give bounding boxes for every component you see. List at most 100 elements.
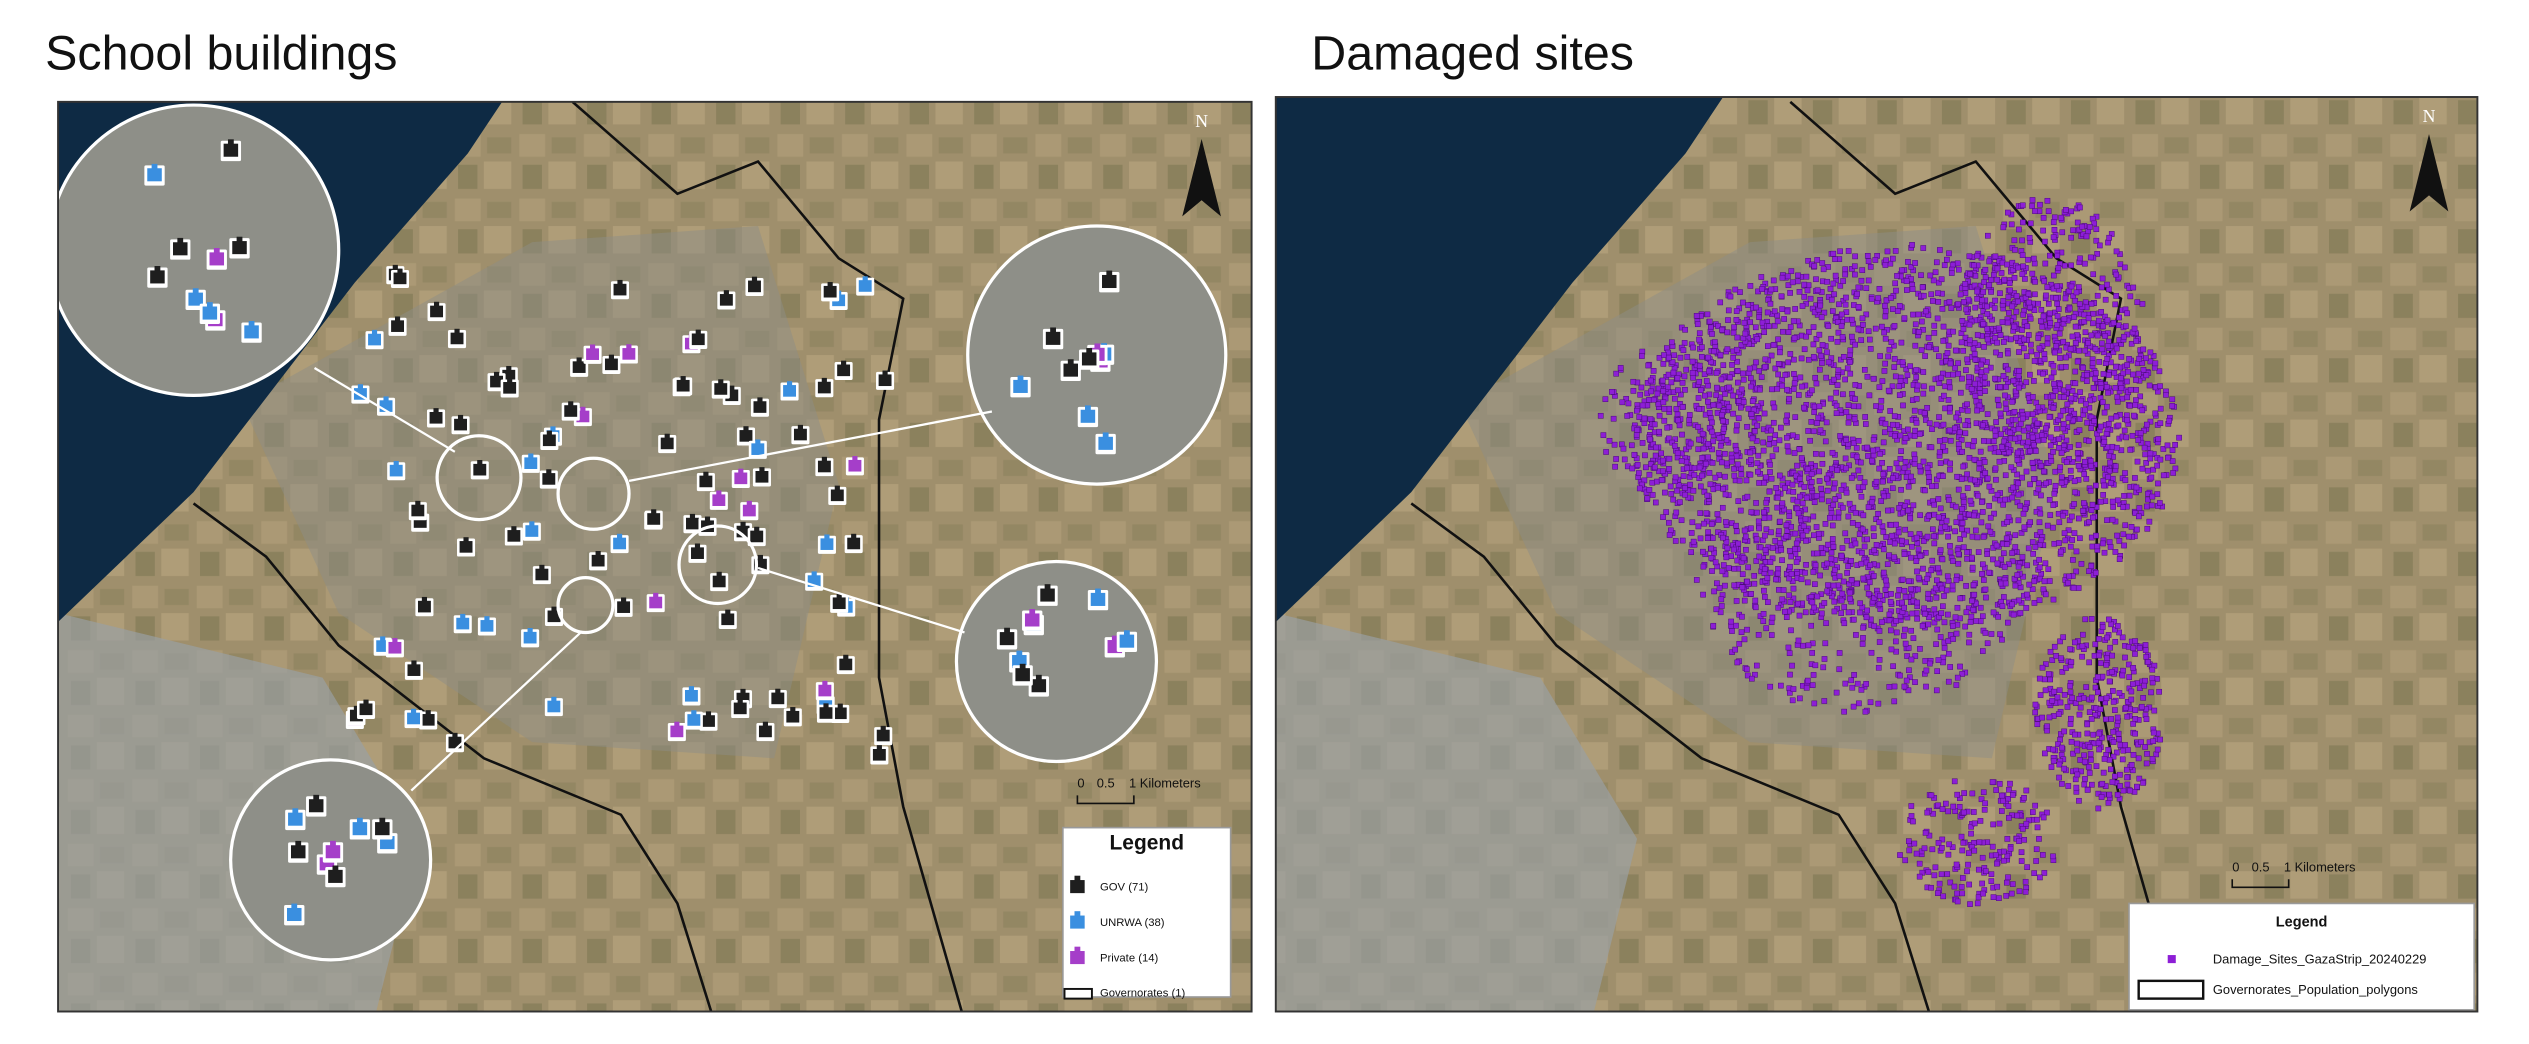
damage-site <box>1731 582 1738 589</box>
school-icon-roof <box>755 439 761 445</box>
damage-site <box>1986 483 1993 490</box>
damage-site <box>1971 809 1977 815</box>
damage-site <box>1813 493 1820 499</box>
damage-site <box>1794 462 1800 469</box>
school-icon <box>1031 679 1047 693</box>
school-icon-roof <box>248 321 255 327</box>
damage-site <box>2108 716 2115 722</box>
damage-site <box>1884 561 1891 567</box>
damage-site <box>1639 353 1645 359</box>
damage-site <box>2021 524 2028 531</box>
damage-site <box>2037 529 2044 535</box>
damage-site <box>1707 481 1714 488</box>
damage-site <box>1834 338 1841 345</box>
damage-site <box>1886 552 1893 559</box>
school-icon <box>290 845 306 859</box>
damage-site <box>1948 270 1955 276</box>
damage-site <box>1831 608 1838 615</box>
damage-site <box>1653 444 1659 451</box>
damage-site <box>2081 500 2087 506</box>
damage-site <box>1985 232 1991 239</box>
school-icon <box>1063 363 1079 377</box>
damage-site <box>1945 397 1952 403</box>
damage-site <box>1975 549 1982 555</box>
damage-site <box>1739 571 1746 577</box>
damage-site <box>2015 491 2022 498</box>
damage-site <box>1860 575 1867 582</box>
damage-site <box>1652 452 1659 459</box>
school-icon-roof <box>213 248 220 254</box>
damage-site <box>1935 802 1941 809</box>
damage-site <box>1801 293 1808 300</box>
school-icon <box>748 280 761 293</box>
damage-site <box>1819 360 1825 366</box>
damage-site <box>2009 558 2016 565</box>
damage-site <box>2029 197 2036 203</box>
damage-site <box>2099 624 2106 630</box>
damage-site <box>2061 316 2068 323</box>
damage-site <box>1737 289 1743 295</box>
damage-site <box>1962 290 1969 296</box>
damage-site <box>1682 491 1688 498</box>
damage-site <box>1783 417 1790 424</box>
damage-site <box>2010 377 2017 384</box>
damage-site <box>2143 372 2150 379</box>
damage-site <box>1845 563 1851 570</box>
damage-site <box>1982 630 1989 636</box>
damage-site <box>1695 395 1702 401</box>
damage-site <box>1901 683 1908 690</box>
damage-site <box>2009 601 2015 608</box>
school-icon-roof <box>737 698 743 704</box>
damage-site <box>2132 638 2138 644</box>
school-icon-roof <box>454 328 460 334</box>
damage-site <box>2127 787 2134 794</box>
damage-site <box>1788 268 1795 274</box>
damage-site <box>2051 380 2057 387</box>
damage-site <box>1860 484 1866 490</box>
school-icon <box>407 664 421 676</box>
legend-swatch <box>2137 979 2205 1000</box>
damage-site <box>1950 371 1956 378</box>
damage-site <box>1764 309 1771 316</box>
damage-site <box>2081 311 2088 318</box>
damage-site <box>1813 336 1820 342</box>
damage-site <box>1867 264 1874 270</box>
school-icon-roof <box>550 426 556 432</box>
damage-site <box>1796 289 1803 295</box>
damage-site <box>1645 362 1652 369</box>
damage-site <box>1908 264 1915 270</box>
damage-site <box>2122 654 2128 661</box>
damage-site <box>1634 407 1640 414</box>
damage-site <box>1784 308 1791 315</box>
damage-site <box>1700 563 1707 570</box>
damage-site <box>1901 464 1908 471</box>
damage-site <box>2025 290 2032 297</box>
damage-site <box>2088 425 2095 432</box>
school-icon-roof <box>1111 635 1118 642</box>
damage-site <box>1716 402 1723 409</box>
damage-site <box>1914 540 1921 547</box>
damage-site <box>1778 293 1785 300</box>
damage-site <box>1691 472 1698 478</box>
school-icon-roof <box>295 840 302 847</box>
damage-site <box>1956 804 1963 810</box>
damage-site <box>1749 398 1756 404</box>
damage-site <box>2000 550 2007 557</box>
damage-site <box>1851 616 1857 623</box>
damage-site <box>1936 438 1943 444</box>
damage-site <box>2044 335 2051 341</box>
damage-site <box>1643 464 1649 471</box>
damage-site <box>1733 453 1740 460</box>
damage-site <box>1975 894 1982 901</box>
damage-site <box>1988 871 1995 877</box>
damage-site <box>1839 545 1846 551</box>
school-icon-roof <box>1086 348 1093 354</box>
damage-site <box>1870 436 1877 443</box>
damage-site <box>2068 234 2074 241</box>
damage-site <box>2092 376 2098 382</box>
school-icon <box>456 617 470 630</box>
damage-site <box>1972 527 1979 534</box>
damage-site <box>2099 780 2106 787</box>
damage-site <box>2136 513 2142 520</box>
damage-site <box>2029 203 2035 209</box>
